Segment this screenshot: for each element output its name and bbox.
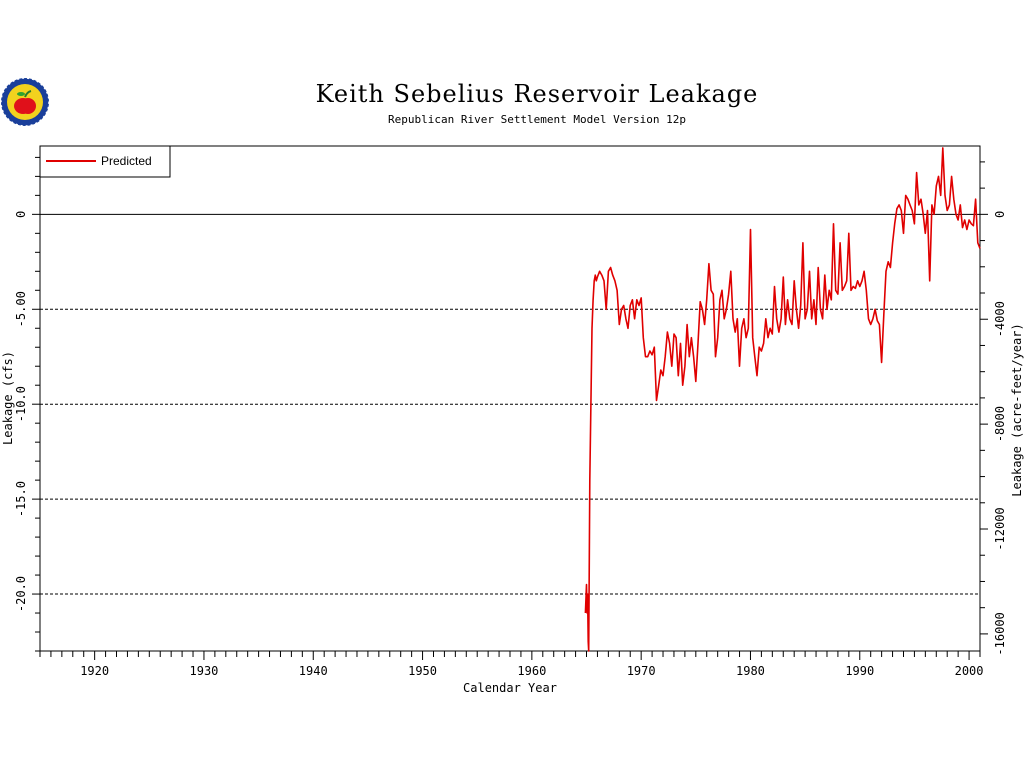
plot-area — [39, 145, 981, 652]
y-right-tick-label: -8000 — [993, 406, 1007, 442]
legend: Predicted — [39, 145, 171, 178]
y-tick-label: -20.0 — [14, 576, 28, 612]
x-tick-label: 1970 — [627, 664, 656, 678]
y-axis-label: Leakage (cfs) — [1, 351, 15, 445]
y-right-tick-label: -12000 — [993, 507, 1007, 550]
y-tick-label: -5.00 — [14, 291, 28, 327]
grid-lines — [40, 213, 980, 595]
x-tick-label: 1940 — [299, 664, 328, 678]
y-tick-label: -10.0 — [14, 386, 28, 422]
x-tick-label: 1920 — [80, 664, 109, 678]
x-tick-label: 1960 — [517, 664, 546, 678]
y-axis-left: 0 -5.00 -10.0 -15.0 -20.0 — [14, 156, 40, 652]
y-right-tick-label: -4000 — [993, 301, 1007, 337]
legend-label-predicted: Predicted — [101, 154, 152, 168]
x-tick-label: 2000 — [955, 664, 984, 678]
y-right-tick-label: 0 — [993, 211, 1007, 218]
x-tick-label: 1990 — [845, 664, 874, 678]
x-tick-label: 1980 — [736, 664, 765, 678]
x-tick-label: 1930 — [190, 664, 219, 678]
y-axis-right: 0 -4000 -8000 -12000 -16000 — [980, 161, 1007, 656]
x-axis-label: Calendar Year — [463, 681, 557, 695]
chart-title: Keith Sebelius Reservoir Leakage — [316, 80, 759, 108]
x-axis: 1920 1930 1940 1950 1960 1970 1980 1990 2000 — [39, 651, 984, 678]
agency-logo-icon — [0, 77, 50, 127]
chart-subtitle: Republican River Settlement Model Versio… — [388, 113, 686, 126]
y-axis-right-label: Leakage (acre-feet/year) — [1010, 323, 1024, 496]
series-line-predicted — [584, 147, 981, 652]
y-tick-label: 0 — [14, 211, 28, 218]
y-tick-label: -15.0 — [14, 481, 28, 517]
y-right-tick-label: -16000 — [993, 612, 1007, 655]
x-tick-label: 1950 — [408, 664, 437, 678]
series-predicted — [584, 147, 981, 652]
